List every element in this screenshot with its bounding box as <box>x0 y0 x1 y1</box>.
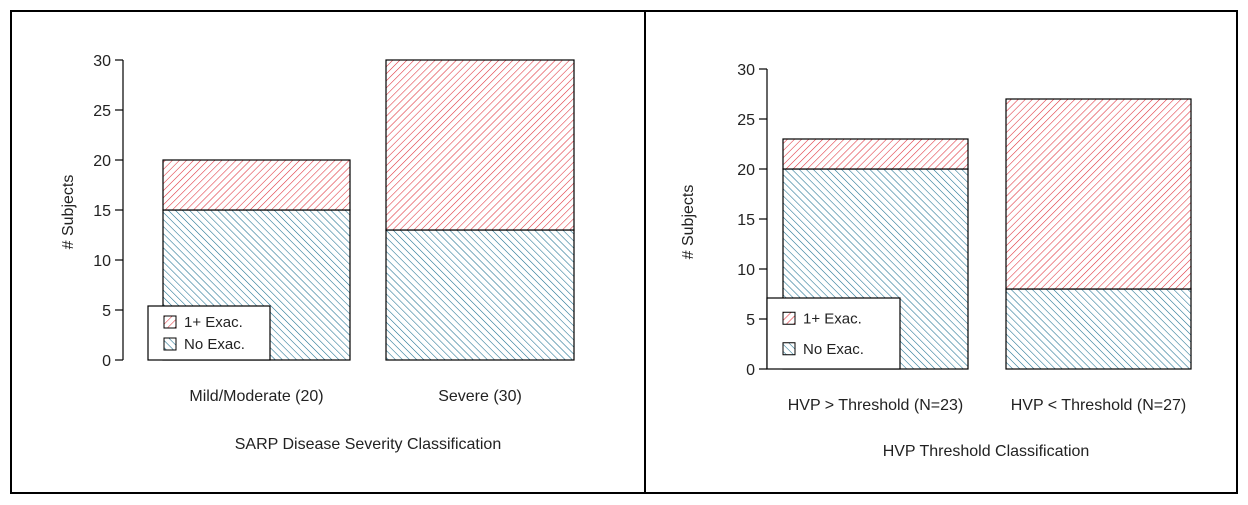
right-legend-label-1-exac: 1+ Exac. <box>803 310 862 327</box>
left-y-tick-label: 30 <box>93 53 111 70</box>
left-y-tick-label: 5 <box>102 303 111 320</box>
right-legend-label-no-exac: No Exac. <box>803 341 864 358</box>
left-y-tick-label: 10 <box>93 253 111 270</box>
left-x-tick-label: Severe (30) <box>438 388 522 405</box>
left-legend-label-no-exac: No Exac. <box>184 336 245 353</box>
chart-left-y-axis-title: # Subjects <box>60 175 77 250</box>
right-legend-swatch-no-exac <box>782 342 796 356</box>
left-legend-label-1-exac: 1+ Exac. <box>184 314 243 331</box>
chart-left-bars <box>162 59 575 361</box>
left-bar-severe-30-1-exac <box>385 59 575 231</box>
right-legend-swatch-1-exac <box>782 311 796 325</box>
right-y-tick-label: 0 <box>746 362 755 379</box>
chart-right-x-tick-labels: HVP > Threshold (N=23) HVP < Threshold (N… <box>788 397 1187 414</box>
left-y-tick-label: 15 <box>93 203 111 220</box>
chart-right-legend: 1+ Exac. No Exac. <box>766 297 901 370</box>
left-legend-box <box>147 305 271 361</box>
chart-left-legend: 1+ Exac. No Exac. <box>147 305 271 361</box>
chart-left-x-axis-title: SARP Disease Severity Classification <box>235 436 501 453</box>
chart-right-y-axis-title: # Subjects <box>680 185 697 260</box>
left-y-tick-label: 20 <box>93 153 111 170</box>
left-y-tick-label: 25 <box>93 103 111 120</box>
chart-right-bars <box>782 98 1192 370</box>
right-x-tick-label: HVP < Threshold (N=27) <box>1011 397 1187 414</box>
panel-frame-right <box>644 10 1238 494</box>
right-x-tick-label: HVP > Threshold (N=23) <box>788 397 964 414</box>
right-y-tick-label: 25 <box>737 112 755 129</box>
right-legend-box <box>766 297 901 370</box>
chart-left: 0 5 10 15 20 25 30 Mild/Moderate (20) Severe (3… <box>60 53 575 453</box>
right-bar-hvp-threshold-n-27-no-exac <box>1005 288 1192 370</box>
right-y-tick-label: 15 <box>737 212 755 229</box>
left-legend-swatch-1-exac <box>163 315 177 329</box>
left-legend-swatch-no-exac <box>163 337 177 351</box>
chart-left-x-tick-labels: Mild/Moderate (20) Severe (30) <box>189 388 521 405</box>
left-bar-severe-30-no-exac <box>385 229 575 361</box>
left-y-tick-label: 0 <box>102 353 111 370</box>
left-x-tick-label: Mild/Moderate (20) <box>189 388 323 405</box>
right-y-tick-label: 20 <box>737 162 755 179</box>
chart-right-x-axis-title: HVP Threshold Classification <box>883 443 1090 460</box>
right-y-tick-label: 5 <box>746 312 755 329</box>
right-y-tick-label: 10 <box>737 262 755 279</box>
left-bar-mild-moderate-20-1-exac <box>162 159 351 211</box>
chart-right: 0 5 10 15 20 25 30 HVP > Threshold (N=23) HVP <… <box>680 62 1192 460</box>
chart-right-y-axis: 0 5 10 15 20 25 30 <box>737 62 768 379</box>
right-bar-hvp-threshold-n-23-1-exac <box>782 138 969 170</box>
right-y-tick-label: 30 <box>737 62 755 79</box>
right-bar-hvp-threshold-n-27-1-exac <box>1005 98 1192 290</box>
chart-left-y-axis: 0 5 10 15 20 25 30 <box>93 53 124 370</box>
